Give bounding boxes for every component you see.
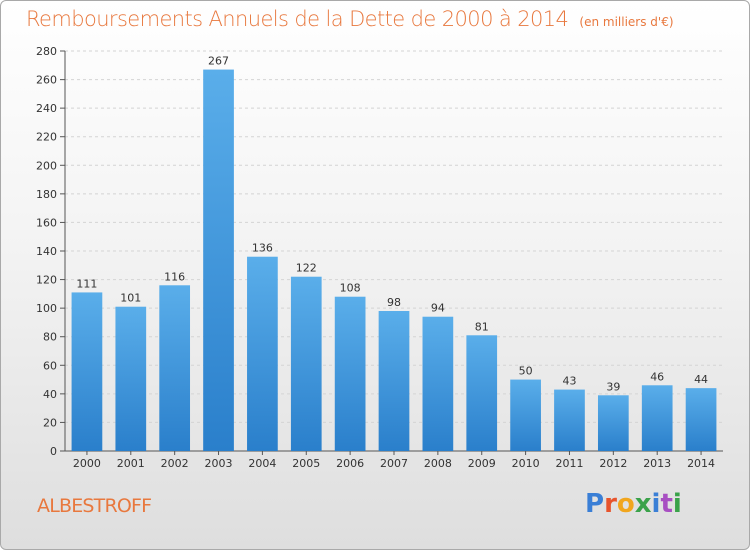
bar-2006 [334, 296, 366, 451]
data-labels: 111 101 116 267 136 122 108 98 94 81 50 43 39 46 44 [76, 55, 708, 394]
y-tick-label: 60 [43, 359, 57, 372]
axes: 0 20 40 60 80 100 120 140 160 180 200 220 240 260 280 2… [36, 45, 723, 470]
x-tick-label: 2009 [468, 457, 496, 470]
data-label: 136 [252, 242, 273, 255]
bar-2005 [290, 276, 322, 451]
data-label: 267 [208, 55, 229, 68]
y-tick-label: 180 [36, 188, 57, 201]
bar-2011 [554, 389, 585, 451]
data-label: 81 [475, 320, 489, 333]
data-label: 98 [387, 296, 401, 309]
y-tick-label: 80 [43, 331, 57, 344]
bar-2014 [685, 388, 717, 451]
logo-letter: i [651, 489, 661, 519]
bar-2010 [510, 379, 541, 451]
y-tick-label: 20 [43, 416, 57, 429]
data-label: 111 [76, 277, 97, 290]
y-tick-label: 100 [36, 302, 57, 315]
y-tick-label: 40 [43, 388, 57, 401]
y-tick-label: 220 [36, 131, 57, 144]
logo-letter: t [660, 489, 673, 519]
y-tick-label: 200 [36, 159, 57, 172]
chart-title-text: Remboursements Annuels de la Dette de 20… [26, 7, 569, 31]
x-tick-label: 2008 [424, 457, 452, 470]
bar-2003 [203, 69, 234, 452]
y-tick-label: 0 [50, 445, 57, 458]
bars [71, 69, 717, 452]
x-tick-label: 2004 [248, 457, 276, 470]
commune-name: ALBESTROFF [37, 495, 152, 517]
bar-2007 [378, 311, 410, 451]
x-tick-label: 2011 [555, 457, 583, 470]
data-label: 46 [650, 370, 664, 383]
y-tick-label: 140 [36, 245, 57, 258]
x-tick-label: 2010 [512, 457, 540, 470]
data-label: 101 [120, 292, 141, 305]
x-tick-label: 2001 [117, 457, 145, 470]
data-label: 108 [340, 282, 361, 295]
y-tick-label: 160 [36, 216, 57, 229]
x-tick-label: 2006 [336, 457, 364, 470]
bar-2001 [115, 306, 147, 451]
bar-2012 [597, 395, 629, 451]
chart-unit: (en milliers d'€) [579, 15, 674, 29]
proxiti-logo[interactable]: Proxiti [585, 489, 682, 519]
bar-2002 [159, 285, 191, 451]
chart-title: Remboursements Annuels de la Dette de 20… [26, 7, 674, 31]
data-label: 43 [562, 375, 576, 388]
data-label: 122 [296, 262, 317, 275]
y-tick-label: 120 [36, 274, 57, 287]
x-tick-label: 2013 [643, 457, 671, 470]
x-tick-label: 2002 [161, 457, 189, 470]
y-tick-label: 240 [36, 102, 57, 115]
bar-2009 [466, 335, 498, 451]
data-label: 116 [164, 270, 185, 283]
logo-letter: o [616, 489, 635, 519]
y-tick-label: 280 [36, 45, 57, 58]
bar-2000 [71, 292, 103, 451]
x-tick-label: 2014 [687, 457, 715, 470]
data-label: 44 [694, 373, 708, 386]
logo-letter: i [672, 489, 682, 519]
data-label: 39 [606, 380, 620, 393]
x-tick-label: 2000 [73, 457, 101, 470]
logo-letter: x [634, 489, 652, 519]
y-tick-label: 260 [36, 74, 57, 87]
data-label: 50 [519, 365, 533, 378]
x-tick-label: 2003 [205, 457, 233, 470]
x-tick-label: 2007 [380, 457, 408, 470]
x-tick-label: 2012 [599, 457, 627, 470]
logo-letter: P [585, 489, 605, 519]
bar-2008 [422, 316, 454, 451]
x-tick-label: 2005 [292, 457, 320, 470]
bar-2004 [247, 256, 278, 451]
data-label: 94 [431, 302, 445, 315]
bar-2013 [641, 385, 673, 451]
logo-letter: r [604, 489, 617, 519]
